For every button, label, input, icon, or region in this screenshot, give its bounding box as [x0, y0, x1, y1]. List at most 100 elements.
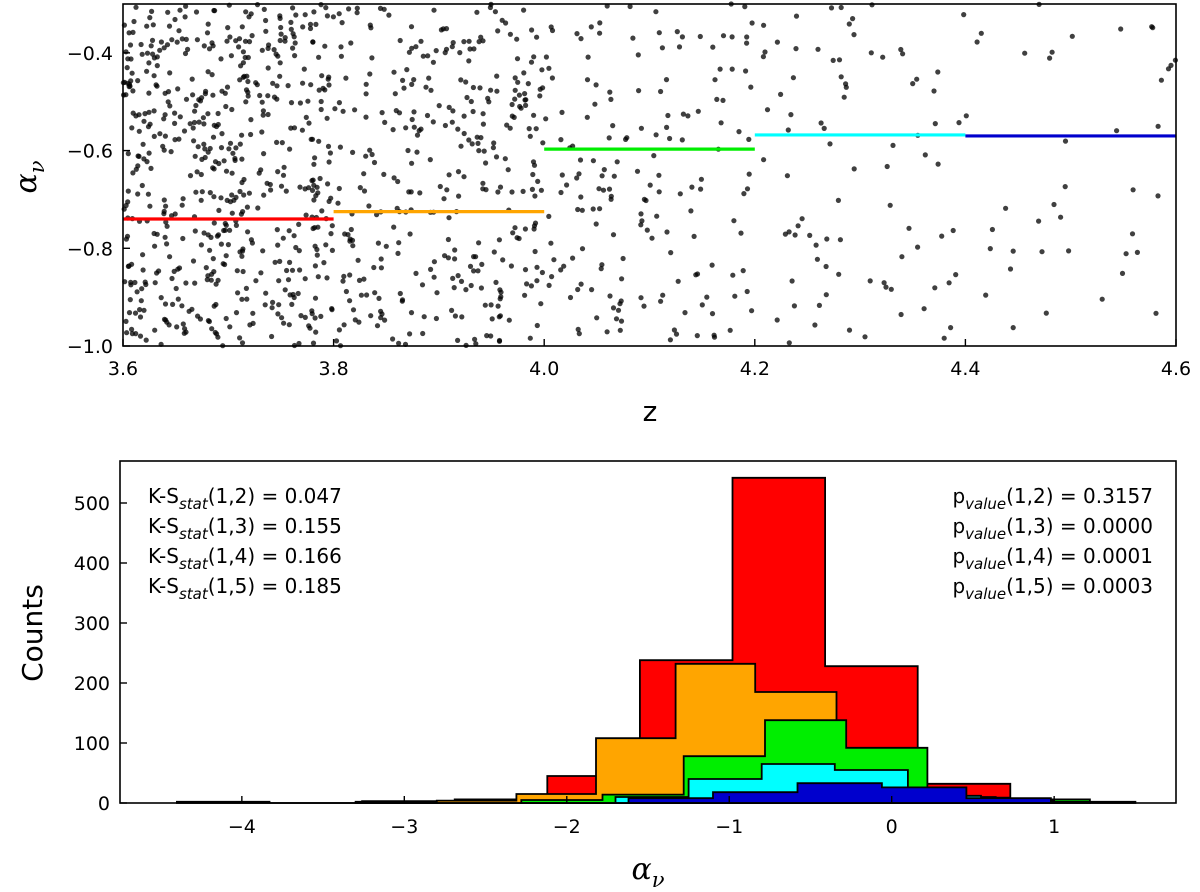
scatter-point — [483, 187, 489, 193]
ks-stat-subscript: stat — [179, 525, 209, 543]
scatter-point — [336, 100, 342, 106]
scatter-point — [564, 182, 570, 188]
scatter-point — [485, 95, 491, 101]
p-value-value: (1,4) = 0.0001 — [1006, 544, 1153, 568]
scatter-point — [367, 147, 373, 153]
scatter-point — [274, 96, 280, 102]
scatter-point — [310, 225, 316, 232]
scatter-point — [367, 71, 373, 77]
scatter-point — [430, 119, 436, 125]
scatter-point — [135, 191, 141, 197]
scatter-point — [215, 121, 221, 128]
scatter-point — [663, 77, 670, 83]
scatter-point — [450, 40, 456, 46]
scatter-point — [222, 90, 228, 96]
scatter-point — [244, 296, 250, 302]
scatter-point — [350, 149, 356, 155]
scatter-point — [516, 92, 523, 98]
scatter-point — [315, 274, 321, 280]
scatter-point — [764, 107, 771, 113]
scatter-point — [130, 29, 136, 35]
scatter-point — [322, 43, 328, 49]
scatter-point — [229, 192, 235, 198]
scatter-point — [1022, 50, 1028, 56]
scatter-point — [355, 257, 361, 263]
scatter-point — [235, 290, 241, 296]
scatter-point — [846, 327, 853, 333]
scatter-point — [588, 24, 594, 30]
scatter-point — [461, 174, 467, 180]
scatter-point — [340, 108, 346, 114]
scatter-point — [361, 171, 367, 177]
histogram-y-tick-label: 300 — [74, 613, 110, 635]
scatter-point — [224, 84, 231, 90]
scatter-point — [761, 22, 767, 28]
scatter-point — [614, 159, 620, 165]
scatter-point — [345, 232, 351, 238]
scatter-point — [520, 188, 526, 194]
scatter-point — [223, 315, 229, 322]
scatter-point — [194, 169, 200, 175]
p-value-line-2: pvalue(1,3) = 0.0000 — [952, 514, 1153, 543]
p-value-value: (1,2) = 0.3157 — [1006, 484, 1153, 508]
scatter-point — [446, 215, 452, 221]
scatter-point — [488, 87, 494, 93]
scatter-point — [218, 145, 225, 151]
scatter-point — [382, 119, 388, 125]
scatter-point — [325, 76, 331, 82]
scatter-point — [695, 108, 701, 114]
scatter-point — [910, 81, 916, 87]
scatter-point — [476, 148, 482, 154]
scatter-point — [760, 54, 767, 60]
scatter-point — [983, 292, 989, 298]
scatter-point — [270, 80, 276, 86]
scatter-point — [218, 195, 224, 201]
scatter-point — [261, 151, 267, 157]
scatter-point — [404, 67, 410, 73]
scatter-point — [173, 285, 179, 292]
scatter-point — [738, 230, 744, 236]
scatter-point — [134, 289, 140, 295]
scatter-point — [150, 22, 156, 28]
scatter-point — [175, 86, 181, 92]
scatter-point — [206, 46, 213, 52]
scatter-point — [259, 47, 265, 53]
scatter-point — [372, 290, 378, 296]
scatter-point — [314, 184, 320, 190]
scatter-point — [1062, 184, 1068, 190]
scatter-point — [261, 192, 267, 198]
scatter-point — [444, 187, 450, 193]
scatter-point — [1069, 33, 1075, 39]
scatter-point — [263, 290, 269, 296]
scatter-point — [215, 110, 221, 117]
scatter-point — [786, 229, 792, 235]
scatter-point — [543, 54, 550, 60]
scatter-point — [211, 220, 217, 226]
scatter-point — [409, 116, 415, 123]
scatter-point — [421, 314, 427, 320]
scatter-point — [400, 77, 406, 83]
scatter-point — [239, 132, 245, 138]
scatter-point — [667, 337, 674, 343]
scatter-point — [180, 235, 186, 242]
scatter-point — [978, 30, 984, 36]
scatter-point — [288, 19, 294, 25]
scatter-point — [561, 263, 567, 269]
scatter-point — [197, 98, 204, 104]
scatter-point — [221, 158, 227, 164]
scatter-point — [867, 278, 873, 284]
scatter-point — [961, 12, 967, 18]
histogram-frame — [119, 460, 1177, 804]
scatter-point — [142, 279, 148, 285]
scatter-point — [467, 46, 473, 52]
scatter-point — [691, 233, 697, 239]
scatter-point — [324, 275, 330, 281]
scatter-point — [290, 291, 296, 298]
scatter-point — [277, 73, 283, 79]
scatter-point — [368, 313, 374, 319]
scatter-point — [151, 73, 157, 79]
scatter-point — [249, 33, 255, 39]
scatter-point — [205, 232, 211, 238]
scatter-point — [480, 111, 486, 117]
scatter-point — [461, 113, 467, 119]
